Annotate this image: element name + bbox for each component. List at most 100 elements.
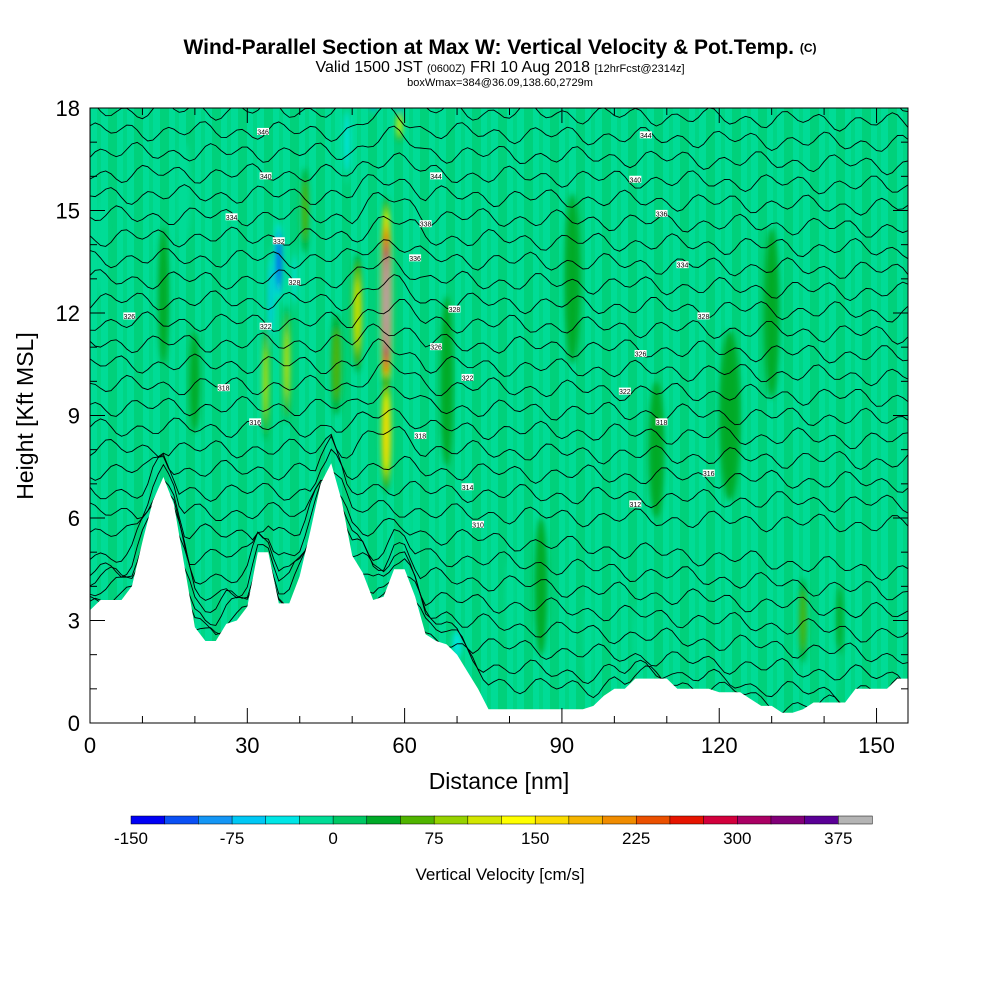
svg-text:334: 334 [226,215,238,222]
updraft-cell [719,330,741,501]
isentrope-line [90,125,908,176]
colorbar-swatch [400,815,435,825]
y-tick-label: 18 [56,96,80,121]
colorbar-swatch [534,815,570,825]
svg-text:340: 340 [629,177,641,184]
colorbar-swatch [164,815,199,825]
svg-text:328: 328 [289,280,301,287]
downdraft-cell [505,560,514,647]
colorbar-swatch [770,815,806,825]
isentrope-line [90,256,908,301]
updraft-cell [302,180,308,241]
downdraft-cell [177,142,191,245]
svg-text:316: 316 [703,471,715,478]
updraft-cell [158,227,169,365]
isentrope-label: 328 [448,305,461,314]
chart-titles: Wind-Parallel Section at Max W: Vertical… [0,36,1000,89]
updraft-cell [648,381,665,518]
isentrope-label: 326 [123,312,136,321]
isentrope-line [90,408,908,450]
isentrope-label: 322 [259,322,272,331]
isentrope-label: 316 [249,418,262,427]
downdraft-cell [276,240,281,284]
x-tick-label: 150 [858,733,895,758]
isentrope-line [90,448,908,514]
y-tick-label: 6 [68,506,80,531]
valid-utc: (0600Z) [426,63,466,75]
svg-text:334: 334 [677,263,689,270]
isentrope-label: 344 [639,131,652,140]
updraft-cell [440,295,454,467]
colorbar-tick-label: 150 [521,829,549,848]
svg-text:336: 336 [409,256,421,263]
colorbar-swatch [265,815,300,825]
isentrope-label: 318 [655,418,668,427]
x-tick-label: 120 [701,733,738,758]
valid-time: Valid 1500 JST [315,59,423,76]
updraft-cell [284,331,289,398]
colorbar-swatch [669,815,705,825]
downdraft-cell [344,112,350,173]
colorbar-swatch [568,815,604,825]
y-tick-label: 3 [68,609,80,634]
svg-text:326: 326 [430,345,442,352]
isentrope-line [90,463,908,533]
box-wmax-info: boxWmax=384@36.09,138.60,2729m [407,77,593,89]
colorbar-swatch [467,815,503,825]
svg-text:340: 340 [260,174,272,181]
isentrope-line [90,479,908,601]
title-mark: (C) [799,41,817,55]
axes: 0 30 60 90 120 150 0 3 6 9 12 15 18 [56,96,908,758]
colorbar-swatch [433,815,469,825]
colorbar-tick-label: 0 [328,829,337,848]
isentrope-label: 344 [430,172,443,181]
isentrope-line [90,299,908,345]
updraft-cell [263,348,268,415]
updraft-cell [800,590,806,651]
isentrope-line [899,108,908,113]
isentrope-line [90,323,908,364]
isentrope-label: 310 [472,520,485,529]
terrain [90,463,908,723]
isentrope-label: 340 [259,172,272,181]
x-tick-label: 30 [235,733,259,758]
forecast-info: [12hrFcst@2314z] [594,63,685,75]
downdraft-cell [831,646,838,698]
x-axis-label: Distance [nm] [429,768,570,794]
svg-text:328: 328 [449,307,461,314]
isentrope-label: 334 [225,213,238,222]
isentrope-line [90,152,908,195]
isentrope-label: 326 [430,343,443,352]
isentrope-line [90,174,908,216]
isentrope-line [90,479,908,581]
updraft-cell [354,280,361,346]
downdraft-cell [372,108,375,110]
colorbar: -150 -75 0 75 150 225 300 375 [114,815,873,848]
velocity-background [90,108,908,723]
isentrope-line [90,497,908,643]
colorbar-swatch [703,815,738,825]
isentrope-label: 316 [702,469,715,478]
y-tick-label: 9 [68,404,80,429]
svg-text:326: 326 [123,314,135,321]
isentrope-line [90,426,908,470]
isentrope-label: 340 [629,175,642,184]
title-main: Wind-Parallel Section at Max W: Vertical… [183,36,794,59]
isentrope-line [90,485,908,619]
colorbar-swatch [299,815,334,825]
y-axis-label: Height [Kft MSL] [12,332,38,499]
isentrope-line [90,192,908,238]
x-tick-label: 60 [392,733,416,758]
colorbar-swatch [130,815,166,825]
isentrope-line [90,360,908,407]
isentrope-label: 318 [414,432,427,441]
isentrope-label: 338 [419,220,432,229]
isentrope-label: 334 [676,261,689,270]
svg-text:328: 328 [698,314,710,321]
colorbar-swatch [804,815,839,825]
isentrope-label: 336 [655,209,668,218]
isentrope-line [97,108,908,132]
colorbar-tick-label: -75 [220,829,245,848]
svg-text:318: 318 [415,434,427,441]
isentrope-label: 312 [629,500,642,509]
